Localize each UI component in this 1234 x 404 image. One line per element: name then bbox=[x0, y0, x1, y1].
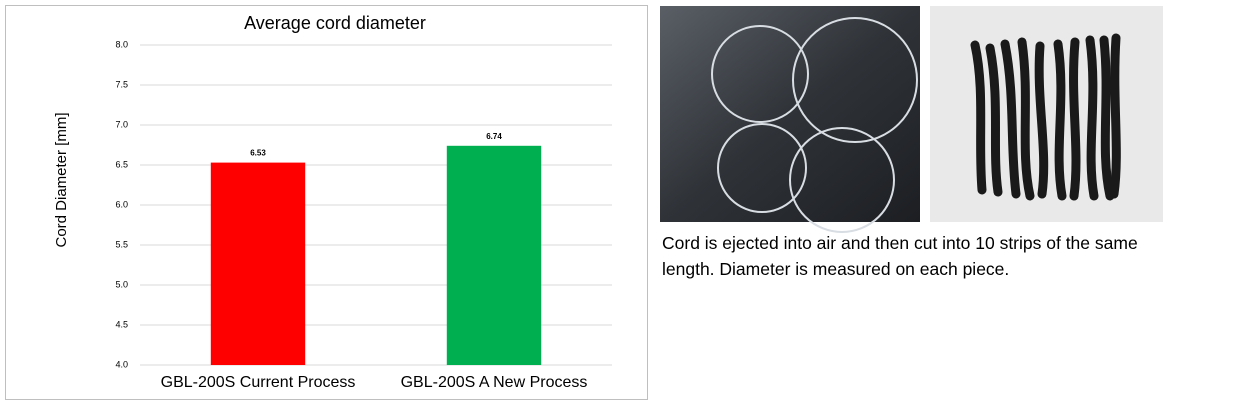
x-tick-label: GBL-200S A New Process bbox=[401, 374, 588, 391]
y-tick-label: 7.0 bbox=[115, 119, 128, 129]
y-tick-label: 5.0 bbox=[115, 279, 128, 289]
x-tick-label: GBL-200S Current Process bbox=[161, 374, 356, 391]
bar bbox=[446, 145, 542, 365]
y-tick-label: 6.5 bbox=[115, 159, 128, 169]
chart-title: Average cord diameter bbox=[244, 13, 426, 33]
cord-strips bbox=[970, 33, 1121, 201]
value-label: 6.74 bbox=[486, 132, 502, 141]
bar bbox=[210, 162, 306, 365]
value-label: 6.53 bbox=[250, 149, 266, 158]
y-tick-label: 6.0 bbox=[115, 199, 128, 209]
chart-frame bbox=[5, 5, 648, 400]
chart: Average cord diameter Cord Diameter [mm]… bbox=[5, 5, 648, 400]
mold-rings bbox=[711, 17, 918, 233]
y-axis-label: Cord Diameter [mm] bbox=[53, 112, 70, 247]
y-tick-label: 7.5 bbox=[115, 79, 128, 89]
y-tick-label: 8.0 bbox=[115, 39, 128, 49]
caption-line: length. Diameter is measured on each pie… bbox=[662, 259, 1010, 279]
mold-photo bbox=[660, 6, 920, 222]
caption-line: Cord is ejected into air and then cut in… bbox=[662, 233, 1138, 253]
strips-photo bbox=[930, 6, 1163, 222]
y-tick-label: 4.5 bbox=[115, 319, 128, 329]
y-tick-label: 4.0 bbox=[115, 359, 128, 369]
y-tick-label: 5.5 bbox=[115, 239, 128, 249]
